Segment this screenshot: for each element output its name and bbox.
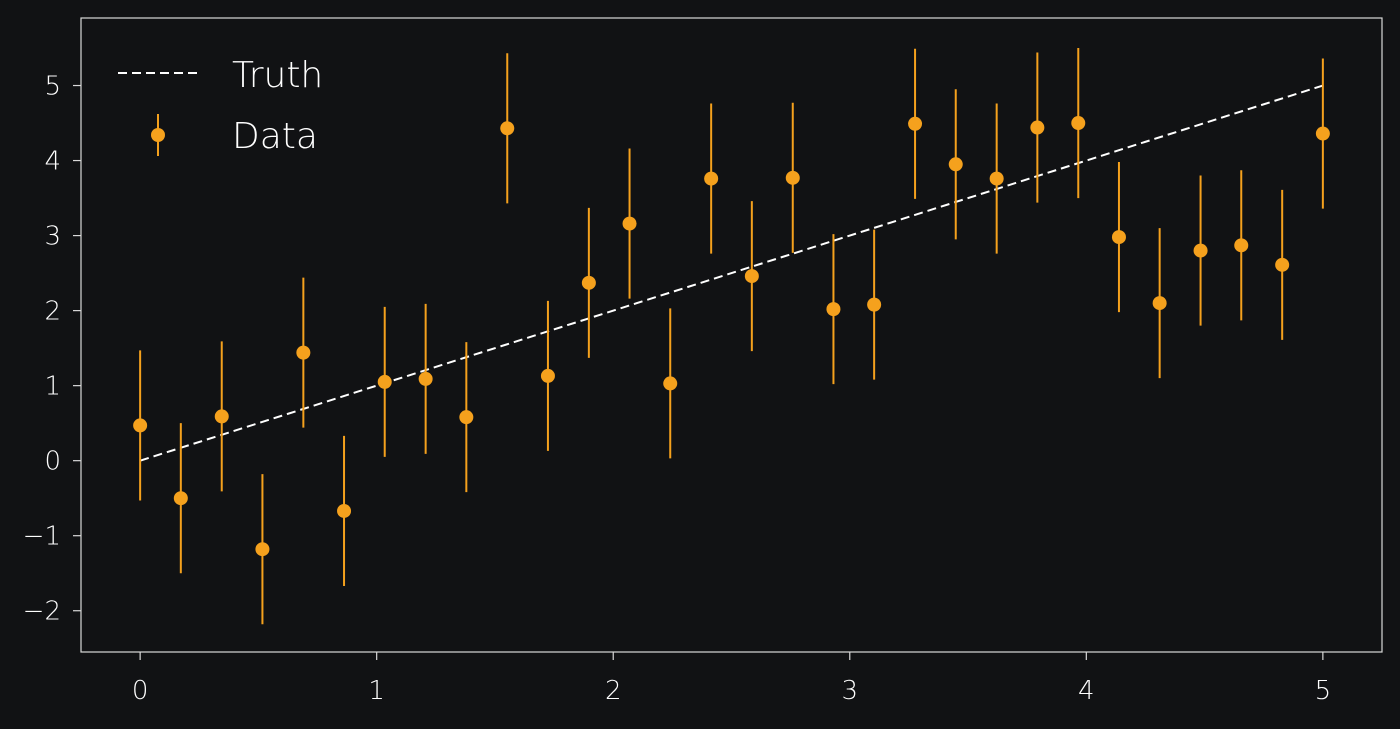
data-marker: [581, 275, 596, 290]
data-marker: [500, 121, 515, 136]
data-point: [377, 306, 392, 457]
data-marker: [948, 157, 963, 172]
y-tick-label: 4: [44, 147, 61, 177]
y-tick-label: −2: [23, 597, 61, 627]
data-marker: [459, 410, 474, 425]
data-marker: [1111, 230, 1126, 245]
data-marker: [133, 418, 148, 433]
tick-group: 0 1 2 3 4 5 −2 −1 0 1 2 3 4 5: [23, 72, 1331, 706]
data-point: [989, 103, 1004, 254]
data-marker: [173, 491, 188, 506]
data-marker: [1030, 120, 1045, 135]
data-marker: [377, 374, 392, 389]
y-tick-label: 3: [44, 222, 61, 252]
data-point: [1111, 162, 1126, 313]
x-tick-label: 2: [605, 676, 622, 706]
data-marker: [908, 116, 923, 131]
x-tick-label: 1: [368, 676, 385, 706]
data-marker: [744, 269, 759, 284]
y-tick-label: 5: [44, 72, 61, 102]
data-marker: [622, 216, 637, 231]
data-layer: [133, 48, 1330, 625]
data-point: [540, 300, 555, 451]
y-tick-label: 0: [44, 447, 61, 477]
data-point: [948, 89, 963, 240]
data-point: [255, 474, 270, 625]
data-point: [500, 53, 515, 204]
data-marker: [704, 171, 719, 186]
y-tick-label: 2: [44, 297, 61, 327]
data-marker: [663, 376, 678, 391]
data-point: [785, 102, 800, 253]
x-tick-label: 0: [132, 676, 149, 706]
data-point: [296, 277, 311, 428]
data-point: [173, 423, 188, 574]
data-point: [418, 303, 433, 454]
data-point: [1275, 189, 1290, 340]
data-point: [704, 103, 719, 254]
legend: Truth Data: [118, 55, 323, 157]
data-marker: [337, 503, 352, 518]
data-marker: [1193, 243, 1208, 258]
data-point: [581, 207, 596, 358]
data-marker: [1275, 257, 1290, 272]
data-marker: [785, 170, 800, 185]
data-point: [826, 234, 841, 385]
data-point: [1071, 48, 1086, 199]
y-tick-label: −1: [23, 522, 61, 552]
x-tick-label: 4: [1078, 676, 1095, 706]
data-marker: [296, 345, 311, 360]
data-marker: [1315, 126, 1330, 141]
data-point: [663, 308, 678, 459]
data-marker: [1071, 116, 1086, 131]
data-marker: [214, 409, 229, 424]
truth-layer: [139, 84, 1324, 462]
legend-label-data: Data: [232, 116, 318, 157]
data-point: [337, 435, 352, 586]
data-marker: [1152, 296, 1167, 311]
data-point: [1315, 58, 1330, 209]
data-marker: [255, 542, 270, 557]
y-tick-label: 1: [44, 372, 61, 402]
data-marker: [867, 297, 882, 312]
data-point: [1030, 52, 1045, 203]
x-tick-label: 5: [1315, 676, 1332, 706]
data-point: [908, 48, 923, 199]
data-marker: [418, 371, 433, 386]
data-marker: [1234, 238, 1249, 253]
data-point: [1152, 228, 1167, 379]
data-point: [744, 201, 759, 352]
x-tick-label: 3: [841, 676, 858, 706]
legend-data-marker: [151, 128, 165, 142]
data-point: [622, 148, 637, 299]
truth-line: [139, 84, 1324, 462]
legend-label-truth: Truth: [232, 55, 323, 96]
data-marker: [826, 302, 841, 317]
data-point: [214, 341, 229, 492]
data-point: [459, 342, 474, 493]
data-point: [1234, 170, 1249, 321]
plot-frame: [80, 17, 1383, 653]
data-marker: [989, 171, 1004, 186]
data-point: [867, 229, 882, 380]
data-point: [1193, 175, 1208, 326]
data-marker: [540, 368, 555, 383]
data-point: [133, 350, 148, 501]
